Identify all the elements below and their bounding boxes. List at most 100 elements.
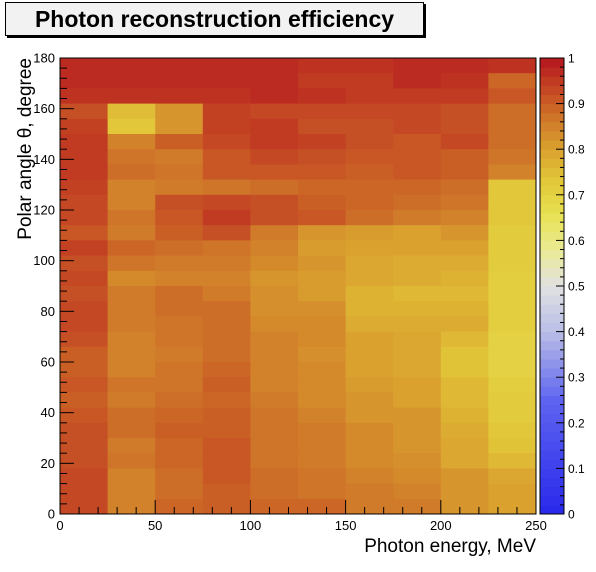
x-tick-label: 250 [525, 518, 547, 533]
heatmap-cell [298, 180, 346, 196]
heatmap-cell [203, 88, 251, 104]
heatmap-cell [108, 88, 156, 104]
colorbar-tick-label: 0.8 [568, 143, 585, 157]
colorbar-step [540, 377, 564, 387]
y-tick-label: 100 [33, 253, 55, 268]
heatmap-cell [298, 408, 346, 424]
heatmap-cell [298, 240, 346, 256]
heatmap-cell [393, 316, 441, 332]
heatmap-cell [155, 286, 203, 302]
heatmap-cell [108, 362, 156, 378]
heatmap-cell [108, 286, 156, 302]
heatmap-cell [155, 240, 203, 256]
colorbar-step [540, 286, 564, 296]
heatmap-cell [441, 453, 489, 469]
heatmap-cell [203, 73, 251, 89]
heatmap-cell [60, 104, 108, 120]
heatmap-cell [108, 180, 156, 196]
heatmap-cell [203, 438, 251, 454]
heatmap-cell [250, 362, 298, 378]
heatmap-cell [298, 195, 346, 211]
heatmap-cell [298, 453, 346, 469]
heatmap-cell [250, 180, 298, 196]
heatmap-cells [60, 58, 537, 515]
y-tick-label: 60 [41, 355, 55, 370]
heatmap-cell [108, 73, 156, 89]
colorbar-step [540, 277, 564, 287]
heatmap-cell [203, 149, 251, 165]
heatmap-cell [298, 119, 346, 135]
heatmap-cell [441, 316, 489, 332]
heatmap-cell [108, 256, 156, 272]
heatmap-cell [108, 225, 156, 241]
heatmap-cell [155, 332, 203, 348]
heatmap-cell [488, 453, 536, 469]
heatmap-cell [441, 347, 489, 363]
heatmap-cell [488, 377, 536, 393]
heatmap-cell [203, 377, 251, 393]
heatmap-cell [250, 499, 298, 515]
heatmap-cell [250, 286, 298, 302]
heatmap-cell [346, 316, 394, 332]
heatmap-cell [108, 58, 156, 74]
heatmap-cell [108, 134, 156, 150]
heatmap-cell [155, 468, 203, 484]
heatmap-cell [393, 423, 441, 439]
heatmap-cell [298, 301, 346, 317]
colorbar-step [540, 341, 564, 351]
colorbar-tick-label: 0.2 [568, 416, 585, 430]
heatmap-cell [203, 347, 251, 363]
colorbar-step [540, 250, 564, 260]
colorbar-tick-label: 0.5 [568, 280, 585, 294]
heatmap-cell [250, 164, 298, 180]
heatmap-cell [60, 301, 108, 317]
heatmap-cell [298, 499, 346, 515]
heatmap-cell [60, 256, 108, 272]
heatmap-cell [441, 149, 489, 165]
heatmap-cell [346, 88, 394, 104]
heatmap-cell [155, 408, 203, 424]
colorbar-step [540, 104, 564, 114]
heatmap-cell [203, 408, 251, 424]
heatmap-cell [203, 453, 251, 469]
heatmap-cell [298, 362, 346, 378]
heatmap-cell [346, 423, 394, 439]
heatmap-cell [250, 256, 298, 272]
heatmap-cell [393, 88, 441, 104]
heatmap-cell [393, 453, 441, 469]
heatmap-cell [203, 119, 251, 135]
heatmap-cell [441, 119, 489, 135]
heatmap-cell [203, 240, 251, 256]
heatmap-cell [488, 301, 536, 317]
heatmap-cell [108, 468, 156, 484]
heatmap-cell [298, 332, 346, 348]
heatmap-cell [60, 73, 108, 89]
heatmap-cell [346, 392, 394, 408]
heatmap-cell [108, 301, 156, 317]
heatmap-cell [298, 271, 346, 287]
heatmap-cell [298, 58, 346, 74]
colorbar-step [540, 94, 564, 104]
heatmap-cell [108, 316, 156, 332]
heatmap-cell [250, 104, 298, 120]
heatmap-cell [155, 362, 203, 378]
y-tick-label: 0 [48, 507, 55, 522]
heatmap-cell [488, 316, 536, 332]
heatmap-cell [108, 210, 156, 226]
heatmap-cell [60, 210, 108, 226]
colorbar-tick-label: 0 [568, 508, 575, 522]
heatmap-cell [203, 316, 251, 332]
heatmap-cell [250, 453, 298, 469]
colorbar-step [540, 322, 564, 332]
heatmap-cell [346, 377, 394, 393]
colorbar-step [540, 414, 564, 424]
heatmap-cell [108, 164, 156, 180]
heatmap-cell [155, 347, 203, 363]
colorbar-step [540, 350, 564, 360]
heatmap-cell [488, 332, 536, 348]
heatmap-cell [155, 438, 203, 454]
heatmap-cell [393, 104, 441, 120]
heatmap-cell [298, 256, 346, 272]
colorbar-step [540, 240, 564, 250]
heatmap-cell [250, 58, 298, 74]
